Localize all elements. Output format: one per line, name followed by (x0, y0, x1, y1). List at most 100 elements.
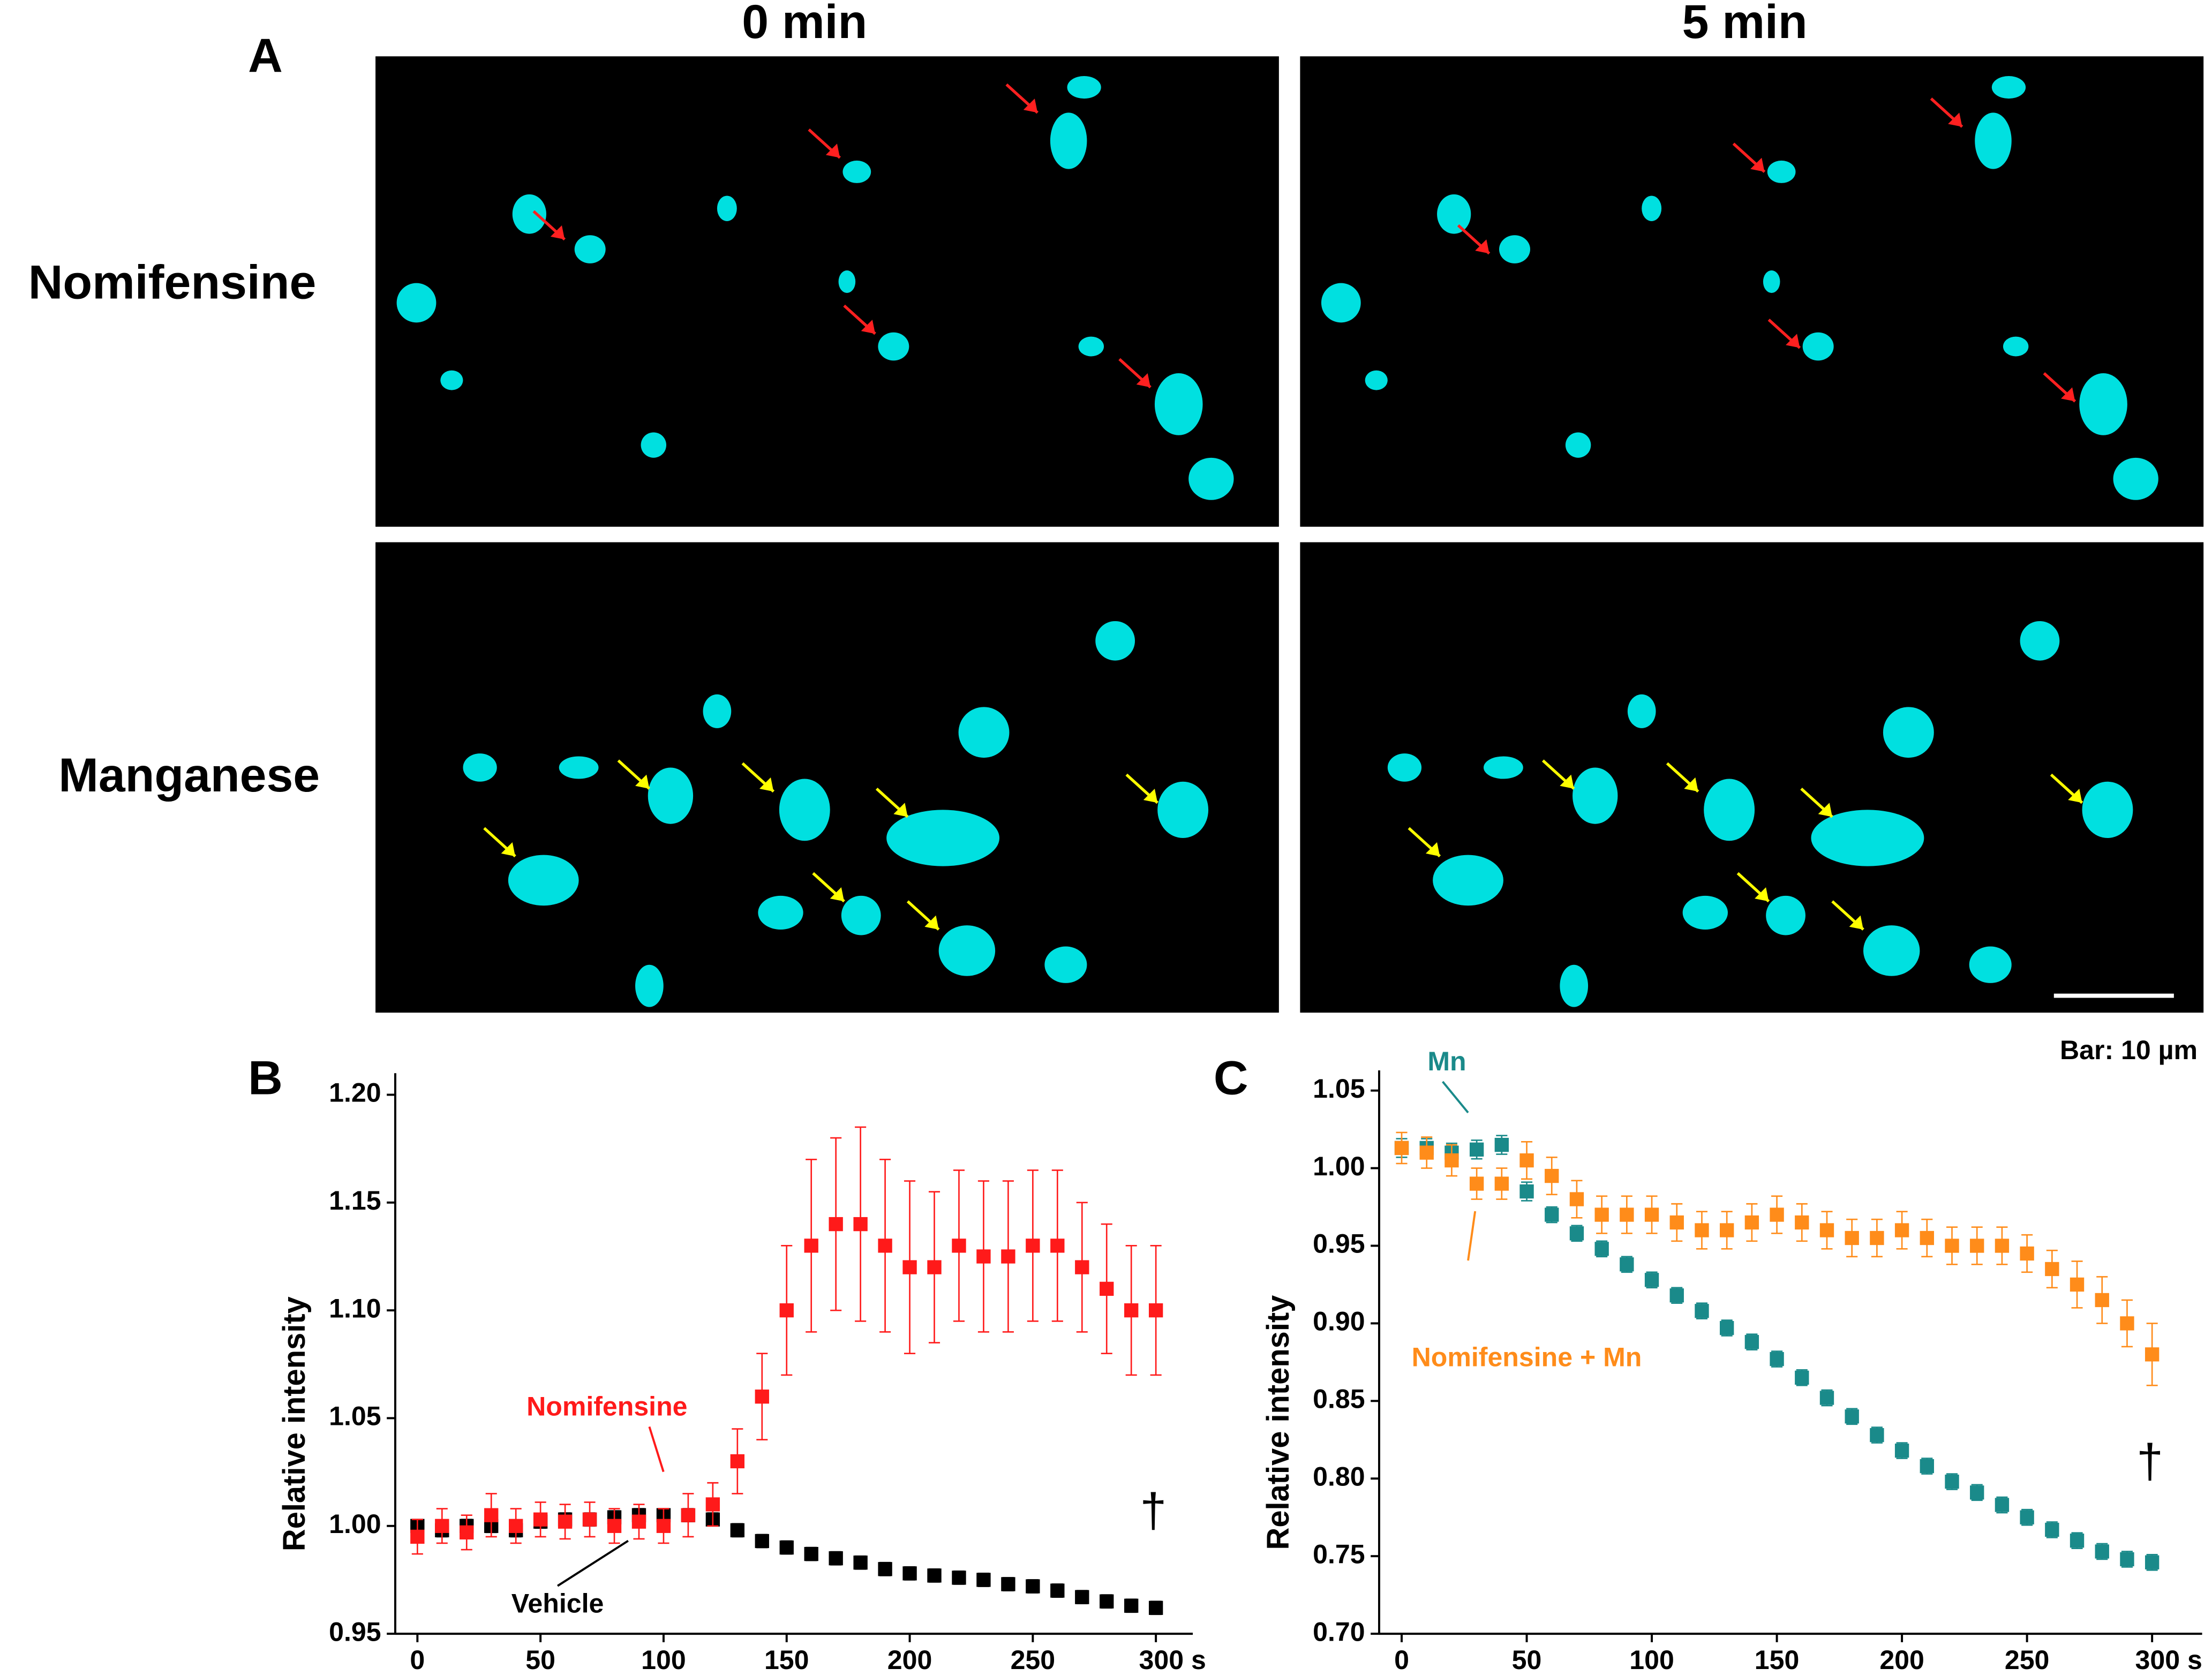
cell-body (1627, 694, 1656, 728)
cell-body (1154, 373, 1203, 435)
micrograph (375, 542, 1279, 1013)
x-tick-label: 100 (1629, 1645, 1674, 1675)
cell-body (841, 895, 881, 935)
y-tick-label: 1.15 (329, 1186, 381, 1216)
cell-body (1095, 621, 1135, 661)
point (1644, 1273, 1659, 1287)
arrowhead (1136, 373, 1151, 388)
arrowhead (1948, 112, 1962, 127)
column-title: 0 min (742, 0, 867, 48)
point (976, 1249, 991, 1264)
cell-body (1763, 270, 1780, 293)
point (1026, 1239, 1040, 1253)
point (1744, 1215, 1759, 1230)
cell-body (717, 195, 737, 221)
arrowhead (1023, 99, 1038, 113)
micrographs (375, 56, 2204, 1013)
panel-label: C (1214, 1051, 1248, 1105)
y-tick-label: 0.95 (329, 1617, 381, 1647)
cell-body (1682, 895, 1728, 930)
y-axis-label: Relative intensity (277, 1296, 312, 1551)
point (829, 1551, 843, 1566)
arrowhead (1560, 774, 1574, 789)
panel-label: B (248, 1051, 283, 1105)
point (1894, 1223, 1909, 1237)
arrowhead (635, 774, 650, 789)
point (804, 1546, 818, 1561)
point (1519, 1184, 1534, 1199)
x-tick-label: 300 s (2135, 1645, 2202, 1675)
point (952, 1571, 966, 1585)
cell-body (1078, 336, 1104, 357)
micrograph (1300, 56, 2204, 527)
point (460, 1525, 474, 1540)
point (1819, 1391, 1834, 1405)
cell-body (1991, 76, 2026, 99)
label-arrow (557, 1539, 629, 1587)
y-tick-label: 0.75 (1313, 1539, 1365, 1569)
arrowhead (2068, 788, 2082, 803)
cell-body (508, 855, 579, 906)
point (607, 1519, 622, 1533)
point (508, 1519, 523, 1533)
point (1644, 1207, 1659, 1222)
column-title: 5 min (1682, 0, 1808, 48)
cell-body (1437, 194, 1471, 234)
y-tick-label: 1.20 (329, 1078, 381, 1108)
point (1719, 1223, 1734, 1237)
point (1819, 1223, 1834, 1237)
arrowhead (1425, 842, 1440, 857)
point (705, 1497, 720, 1512)
point (1148, 1600, 1163, 1615)
point (558, 1514, 573, 1529)
micrograph (375, 56, 1279, 527)
arrowhead (1818, 803, 1833, 817)
cell-body (1704, 779, 1755, 841)
row-title: Nomifensine (28, 255, 317, 309)
point (1075, 1260, 1089, 1274)
point (484, 1508, 499, 1522)
y-tick-label: 1.00 (1313, 1151, 1365, 1181)
arrowhead (1475, 239, 1489, 254)
arrowhead (1755, 887, 1769, 902)
x-tick-label: 50 (1512, 1645, 1542, 1675)
cell-body (1642, 195, 1662, 221)
arrowhead (501, 842, 515, 857)
x-tick-label: 150 (764, 1645, 809, 1675)
cell-body (1975, 112, 2012, 169)
point (1945, 1474, 1959, 1489)
point (1100, 1281, 1114, 1296)
point (1545, 1168, 1559, 1183)
y-tick-label: 0.95 (1313, 1229, 1365, 1259)
point (1620, 1257, 1634, 1272)
point (1594, 1207, 1609, 1222)
point (1695, 1223, 1709, 1237)
point (976, 1573, 991, 1587)
cell-body (1499, 235, 1531, 263)
point (1845, 1230, 1859, 1245)
point (2120, 1552, 2134, 1567)
label-arrow (648, 1426, 665, 1473)
y-tick-label: 0.80 (1313, 1462, 1365, 1492)
point (2045, 1262, 2059, 1277)
arrowhead (830, 887, 845, 902)
point (1444, 1153, 1459, 1168)
arrowhead (924, 915, 939, 930)
point (1100, 1594, 1114, 1609)
point (1970, 1239, 1984, 1253)
x-tick-label: 0 (410, 1645, 425, 1675)
cell-body (641, 432, 667, 458)
micrograph (1300, 542, 2204, 1013)
point (1995, 1239, 2010, 1253)
cell-body (1766, 895, 1805, 935)
arrowhead (825, 144, 840, 158)
cell-body (648, 767, 694, 824)
point (2120, 1316, 2134, 1331)
point (1124, 1303, 1139, 1318)
arrowhead (1684, 777, 1698, 792)
point (435, 1519, 449, 1533)
point (1594, 1242, 1609, 1256)
point (1945, 1239, 1959, 1253)
point (631, 1514, 646, 1529)
